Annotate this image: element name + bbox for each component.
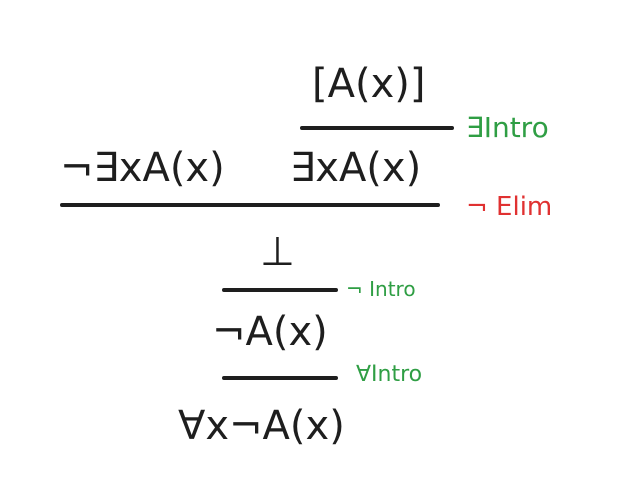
not-a-formula: ¬A(x) bbox=[212, 309, 328, 355]
forall-intro-rule-line bbox=[222, 376, 338, 380]
not-elim-rule-line bbox=[60, 203, 440, 207]
forall-intro-label: ∀Intro bbox=[356, 362, 423, 387]
not-exists-formula: ¬∃xA(x) bbox=[60, 145, 225, 191]
exists-formula: ∃xA(x) bbox=[290, 145, 422, 191]
exists-intro-rule-line bbox=[300, 126, 454, 130]
exists-intro-label: ∃Intro bbox=[466, 111, 549, 144]
not-elim-label: ¬ Elim bbox=[466, 192, 553, 222]
bottom-formula: ⊥ bbox=[260, 229, 295, 275]
assumption-formula: [A(x)] bbox=[312, 61, 426, 107]
not-intro-rule-line bbox=[222, 288, 338, 292]
not-intro-label: ¬ Intro bbox=[346, 277, 416, 301]
forall-not-a-formula: ∀x¬A(x) bbox=[178, 403, 345, 449]
